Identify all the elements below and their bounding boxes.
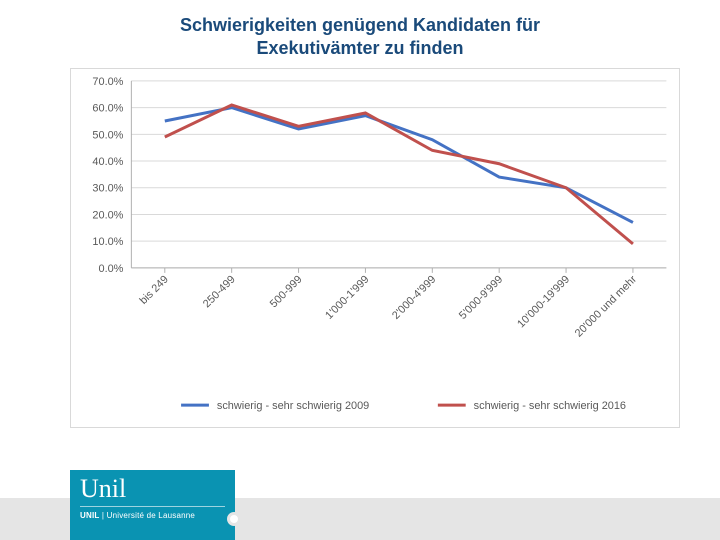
svg-text:60.0%: 60.0% bbox=[92, 103, 123, 115]
chart-title: Schwierigkeiten genügend Kandidaten für … bbox=[0, 0, 720, 65]
title-line-1: Schwierigkeiten genügend Kandidaten für bbox=[180, 15, 540, 35]
title-line-2: Exekutivämter zu finden bbox=[256, 38, 463, 58]
svg-text:10.0%: 10.0% bbox=[92, 236, 123, 248]
series-line-0 bbox=[165, 108, 633, 223]
svg-text:0.0%: 0.0% bbox=[98, 263, 123, 275]
svg-text:500-999: 500-999 bbox=[268, 273, 305, 310]
svg-text:2'000-4'999: 2'000-4'999 bbox=[390, 273, 438, 321]
svg-text:1'000-1'999: 1'000-1'999 bbox=[323, 273, 371, 321]
unil-logo-subtext: UNIL | Université de Lausanne bbox=[80, 511, 225, 520]
chart-frame: 0.0%10.0%20.0%30.0%40.0%50.0%60.0%70.0% … bbox=[70, 68, 680, 428]
svg-text:20.0%: 20.0% bbox=[92, 209, 123, 221]
svg-text:bis 249: bis 249 bbox=[137, 273, 170, 306]
unil-logo-rest: | Université de Lausanne bbox=[99, 511, 195, 520]
svg-text:30.0%: 30.0% bbox=[92, 183, 123, 195]
legend-label-1: schwierig - sehr schwierig 2016 bbox=[474, 400, 626, 412]
svg-text:50.0%: 50.0% bbox=[92, 129, 123, 141]
line-chart: 0.0%10.0%20.0%30.0%40.0%50.0%60.0%70.0% … bbox=[71, 69, 679, 427]
svg-text:20'000 und mehr: 20'000 und mehr bbox=[573, 273, 639, 339]
footer: Unil UNIL | Université de Lausanne bbox=[0, 460, 720, 540]
legend-label-0: schwierig - sehr schwierig 2009 bbox=[217, 400, 369, 412]
unil-logo-bold: UNIL bbox=[80, 511, 99, 520]
footer-dot-icon bbox=[227, 512, 241, 526]
unil-logo-script: Unil bbox=[80, 476, 225, 507]
svg-text:250-499: 250-499 bbox=[201, 273, 238, 310]
unil-logo-block: Unil UNIL | Université de Lausanne bbox=[70, 470, 235, 540]
svg-text:40.0%: 40.0% bbox=[92, 156, 123, 168]
svg-text:70.0%: 70.0% bbox=[92, 76, 123, 88]
svg-text:10'000-19'999: 10'000-19'999 bbox=[515, 273, 572, 330]
page: Schwierigkeiten genügend Kandidaten für … bbox=[0, 0, 720, 540]
svg-text:5'000-9'999: 5'000-9'999 bbox=[457, 273, 505, 321]
series-line-1 bbox=[165, 105, 633, 244]
